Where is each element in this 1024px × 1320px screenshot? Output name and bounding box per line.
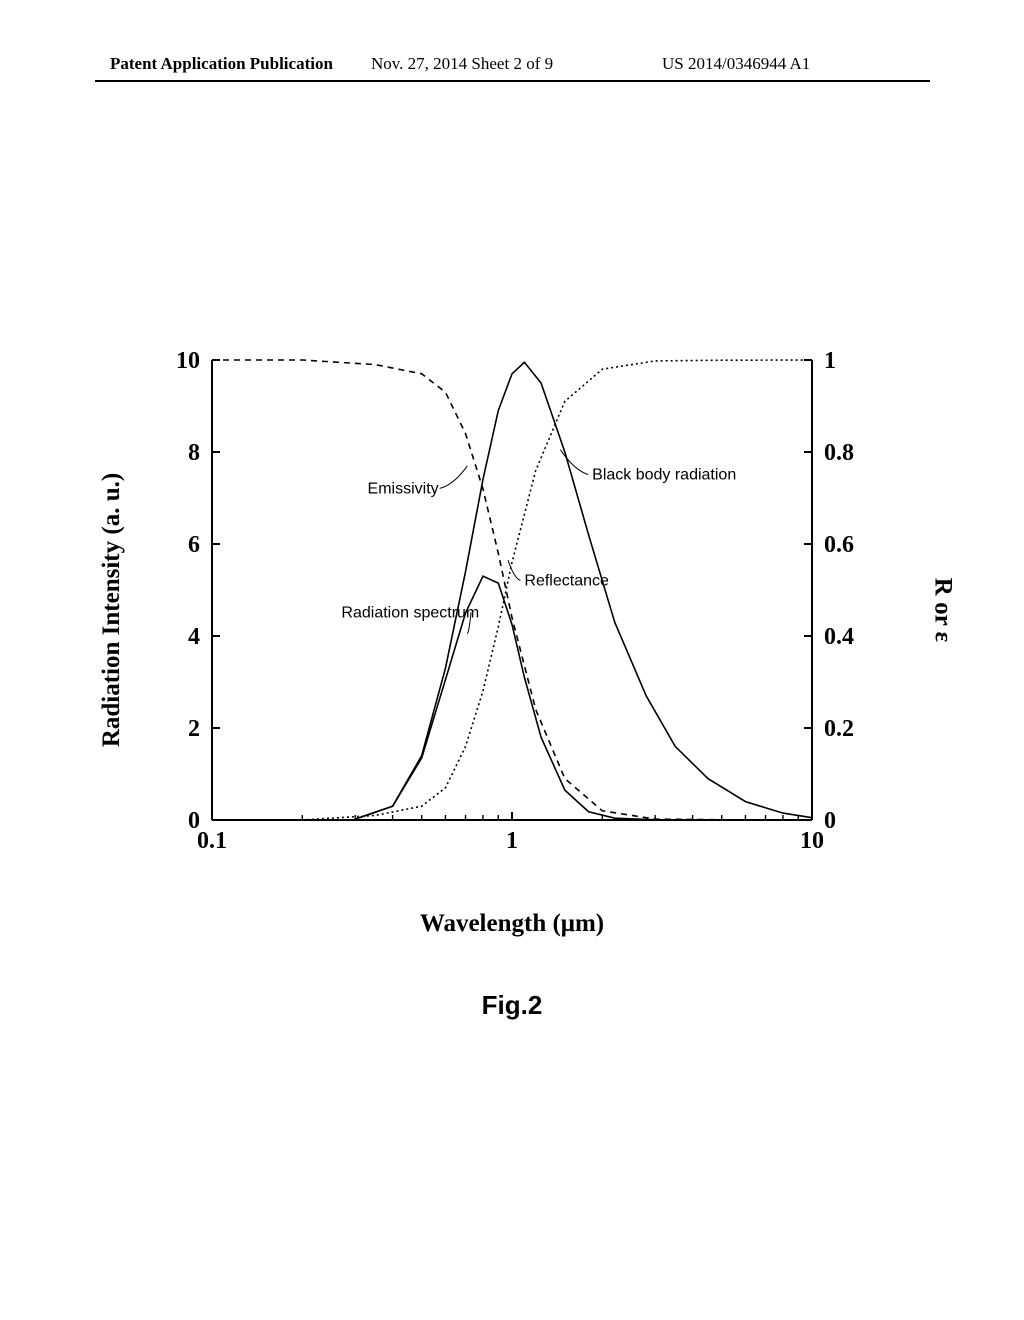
svg-text:10: 10 [800, 828, 824, 854]
svg-text:6: 6 [188, 532, 200, 558]
chart-svg: 024681000.20.40.60.810.1110EmissivityBla… [122, 350, 902, 870]
series-emissivity [212, 360, 812, 820]
svg-text:0.4: 0.4 [824, 624, 854, 650]
svg-text:8: 8 [188, 440, 200, 466]
header-rule [95, 80, 930, 82]
figure-2: Radiation Intensity (a. u.) R or ε 02468… [122, 350, 902, 875]
svg-text:0: 0 [824, 808, 836, 834]
svg-text:0.1: 0.1 [197, 828, 227, 854]
annotation-reflectance: Reflectance [524, 572, 609, 589]
annotation-black-body-radiation: Black body radiation [592, 467, 736, 484]
svg-text:0.6: 0.6 [824, 532, 854, 558]
svg-text:2: 2 [188, 716, 200, 742]
annotation-radiation-spectrum: Radiation spectrum [341, 605, 479, 622]
y-axis-left-label: Radiation Intensity (a. u.) [98, 473, 126, 747]
series-reflectance [212, 360, 812, 820]
svg-text:4: 4 [188, 624, 200, 650]
page: Patent Application Publication Nov. 27, … [0, 0, 1024, 1320]
svg-text:1: 1 [824, 350, 836, 374]
header-left: Patent Application Publication [110, 54, 333, 74]
svg-text:1: 1 [506, 828, 518, 854]
header-middle: Nov. 27, 2014 Sheet 2 of 9 [371, 54, 553, 74]
svg-text:0.8: 0.8 [824, 440, 854, 466]
figure-caption: Fig.2 [122, 990, 902, 1021]
svg-text:10: 10 [176, 350, 200, 374]
header-right: US 2014/0346944 A1 [662, 54, 810, 74]
x-axis-label: Wavelength (μm) [122, 910, 902, 938]
svg-text:0.2: 0.2 [824, 716, 854, 742]
annotation-emissivity: Emissivity [368, 480, 439, 497]
y-axis-right-label: R or ε [928, 578, 956, 642]
